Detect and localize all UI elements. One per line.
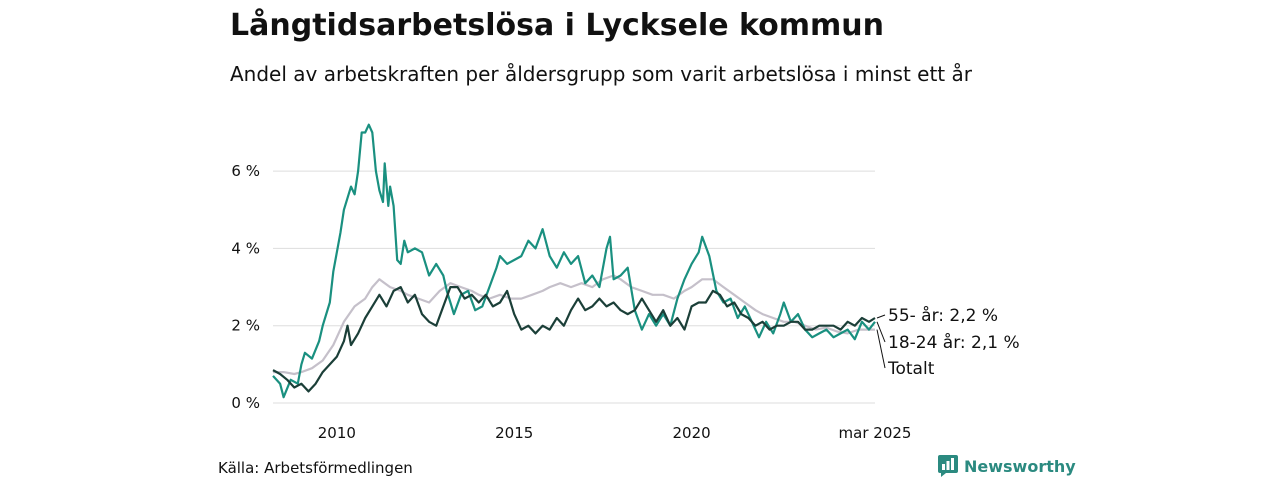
y-tick-label: 6 % — [231, 162, 260, 180]
x-tick-label: mar 2025 — [839, 424, 912, 442]
y-axis-ticks: 0 % 2 % 4 % 6 % — [231, 162, 260, 412]
series-line — [273, 274, 875, 376]
series-end-labels: 18-24 år: 2,1 % 55- år: 2,2 % Totalt — [876, 305, 1020, 379]
series-end-label: 55- år: 2,2 % — [888, 305, 998, 326]
series-end-label: 18-24 år: 2,1 % — [888, 332, 1020, 353]
source-note: Källa: Arbetsförmedlingen — [218, 459, 413, 477]
x-tick-label: 2010 — [318, 424, 356, 442]
label-leader-line — [876, 321, 886, 343]
series-line — [272, 286, 876, 393]
newsworthy-logo-icon — [938, 455, 958, 477]
y-tick-label: 4 % — [231, 239, 260, 257]
label-leader-line — [876, 314, 886, 319]
x-tick-label: 2015 — [495, 424, 533, 442]
brand-name: Newsworthy — [964, 456, 1076, 476]
chart-subtitle: Andel av arbetskraften per åldersgrupp s… — [230, 62, 972, 86]
chart-title: Långtidsarbetslösa i Lycksele kommun — [230, 8, 885, 43]
series-end-label: Totalt — [887, 359, 935, 379]
brand[interactable]: Newsworthy — [938, 455, 1076, 477]
y-tick-label: 0 % — [231, 394, 260, 412]
y-tick-label: 2 % — [231, 317, 260, 335]
label-leader-line — [876, 329, 886, 369]
series-lines — [272, 123, 876, 399]
series-line — [272, 123, 876, 399]
x-axis-ticks: 2010 2015 2020 mar 2025 — [318, 424, 912, 442]
x-tick-label: 2020 — [673, 424, 711, 442]
